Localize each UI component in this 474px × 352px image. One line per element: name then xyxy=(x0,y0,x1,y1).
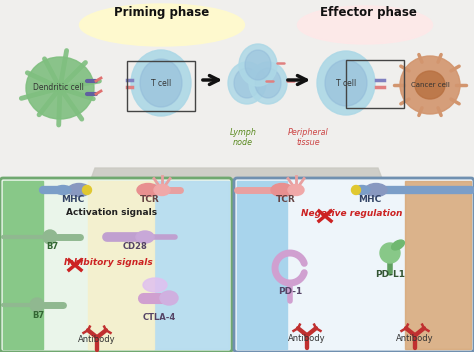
Ellipse shape xyxy=(288,184,304,195)
FancyBboxPatch shape xyxy=(0,178,232,352)
Text: Negative regulation: Negative regulation xyxy=(301,209,403,218)
Text: MHC: MHC xyxy=(61,195,85,204)
Ellipse shape xyxy=(136,231,154,243)
Text: TCR: TCR xyxy=(140,195,160,204)
Ellipse shape xyxy=(160,291,178,305)
Text: B7: B7 xyxy=(46,242,58,251)
Ellipse shape xyxy=(255,68,281,98)
Text: Cancer cell: Cancer cell xyxy=(410,82,449,88)
Polygon shape xyxy=(28,168,448,352)
Text: CTLA-4: CTLA-4 xyxy=(142,313,176,322)
Ellipse shape xyxy=(365,183,387,196)
Ellipse shape xyxy=(55,186,71,195)
Text: Priming phase: Priming phase xyxy=(114,6,210,19)
Text: Inhibitory signals: Inhibitory signals xyxy=(64,258,152,267)
Text: Activation signals: Activation signals xyxy=(66,208,157,217)
Ellipse shape xyxy=(68,183,90,196)
Text: T cell: T cell xyxy=(336,78,356,88)
Ellipse shape xyxy=(271,183,293,196)
Ellipse shape xyxy=(80,4,245,46)
Circle shape xyxy=(30,298,44,312)
Ellipse shape xyxy=(400,56,460,114)
Circle shape xyxy=(82,186,91,195)
Circle shape xyxy=(380,243,400,263)
Text: TCR: TCR xyxy=(276,195,296,204)
Text: Antibody: Antibody xyxy=(396,334,434,343)
Ellipse shape xyxy=(245,50,271,80)
Text: B7: B7 xyxy=(32,311,44,320)
Ellipse shape xyxy=(298,6,432,44)
Text: Lymph
node: Lymph node xyxy=(229,128,256,147)
Text: Antibody: Antibody xyxy=(78,335,116,344)
Circle shape xyxy=(352,186,361,195)
Circle shape xyxy=(43,230,57,244)
Ellipse shape xyxy=(143,278,167,292)
Polygon shape xyxy=(88,181,154,349)
Text: PD-L1: PD-L1 xyxy=(375,270,405,279)
Ellipse shape xyxy=(228,62,266,104)
Ellipse shape xyxy=(325,60,367,106)
Ellipse shape xyxy=(354,186,370,195)
FancyBboxPatch shape xyxy=(234,178,474,352)
Ellipse shape xyxy=(154,184,170,195)
Ellipse shape xyxy=(137,183,159,196)
Ellipse shape xyxy=(392,240,404,250)
Polygon shape xyxy=(3,181,43,349)
Text: Dendritic cell: Dendritic cell xyxy=(33,83,83,93)
Ellipse shape xyxy=(239,44,277,86)
Text: CD28: CD28 xyxy=(123,242,147,251)
Text: Antibody: Antibody xyxy=(288,334,326,343)
Text: Effector phase: Effector phase xyxy=(319,6,417,19)
Polygon shape xyxy=(405,181,471,349)
Ellipse shape xyxy=(140,59,182,107)
Text: MHC: MHC xyxy=(358,195,382,204)
Ellipse shape xyxy=(317,51,375,115)
Text: PD-1: PD-1 xyxy=(278,287,302,296)
Ellipse shape xyxy=(249,62,287,104)
Ellipse shape xyxy=(131,50,191,116)
Text: T cell: T cell xyxy=(151,78,171,88)
Text: Peripheral
tissue: Peripheral tissue xyxy=(288,128,328,147)
Polygon shape xyxy=(154,181,229,349)
Ellipse shape xyxy=(234,68,260,98)
Ellipse shape xyxy=(26,57,94,119)
Polygon shape xyxy=(237,181,287,349)
Ellipse shape xyxy=(415,71,445,99)
